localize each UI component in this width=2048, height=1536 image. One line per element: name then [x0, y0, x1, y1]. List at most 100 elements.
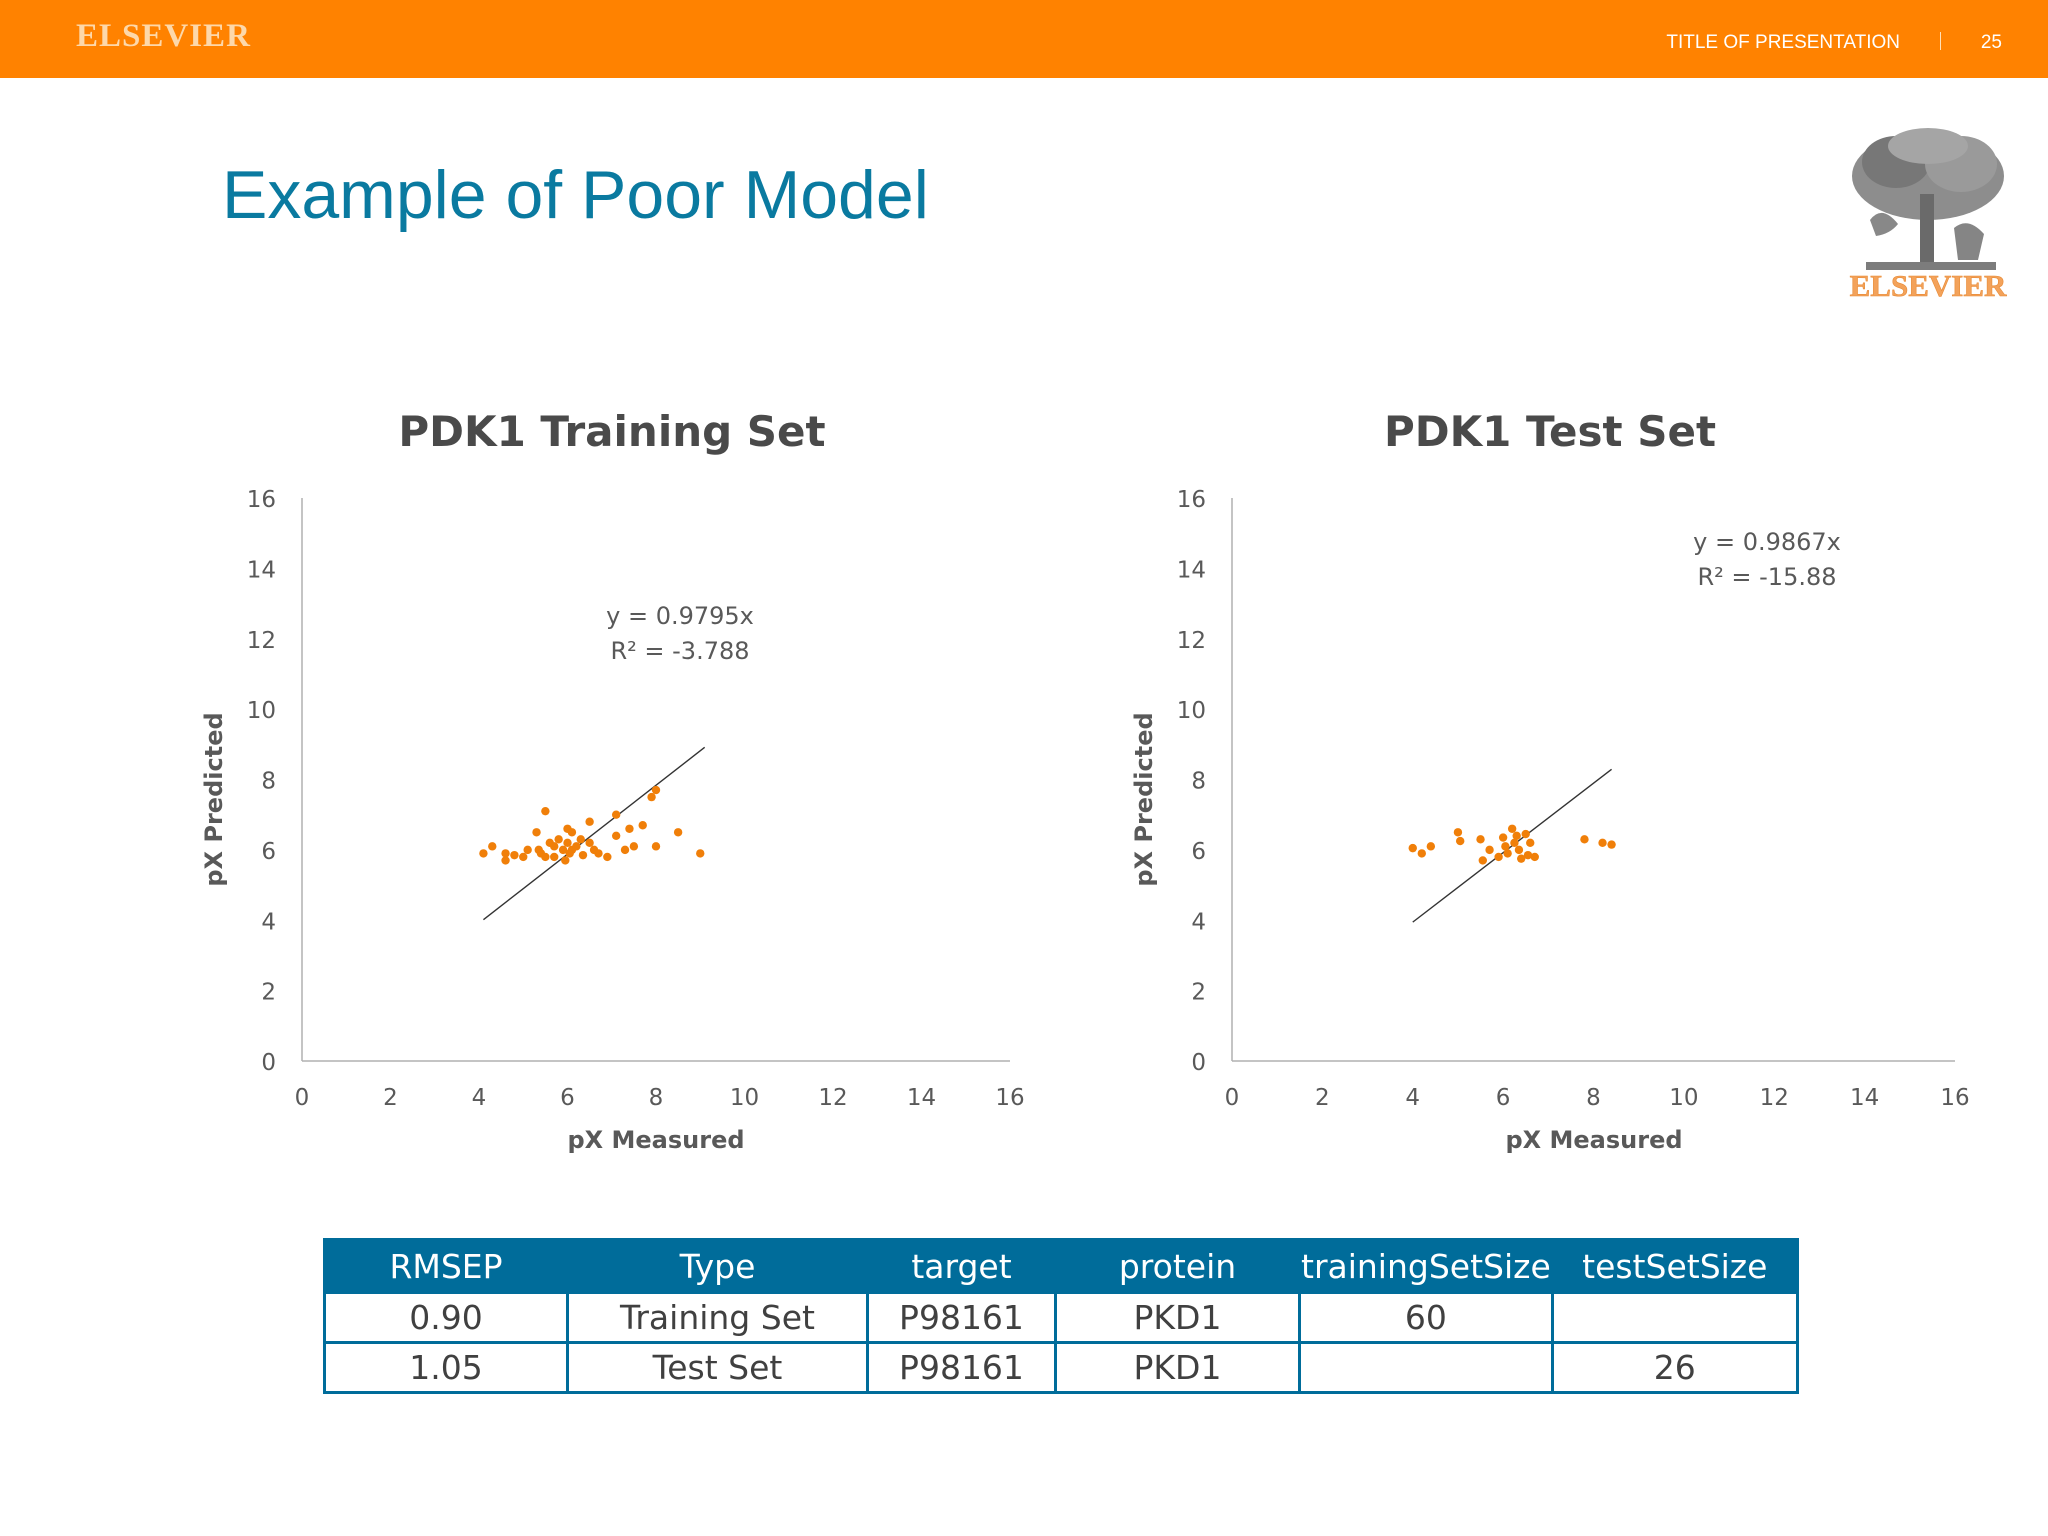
data-point	[1598, 838, 1607, 848]
data-point	[1512, 831, 1521, 840]
data-point	[620, 845, 630, 855]
chart-title: PDK1 Training Set	[398, 407, 825, 456]
y-tick-label: 8	[261, 769, 276, 795]
data-point	[647, 792, 656, 802]
data-point	[1526, 838, 1535, 848]
data-point	[532, 828, 541, 837]
data-point	[1408, 843, 1417, 853]
cell-target: P98161	[866, 1341, 1057, 1394]
logo-text: ELSEVIER	[1850, 268, 2007, 303]
data-point	[1426, 842, 1436, 851]
data-point	[510, 850, 519, 860]
data-point	[1501, 842, 1510, 851]
table-row: 1.05 Test Set P98161 PKD1 26	[323, 1341, 1799, 1394]
data-point	[501, 849, 510, 858]
data-point	[625, 824, 634, 833]
header-divider	[1940, 32, 1941, 50]
brand-logo-text: ELSEVIER	[76, 18, 251, 54]
y-axis-label: pX Predicted	[200, 712, 228, 886]
training-set-chart: PDK1 Training Set 0 2 4 6 8 10 12 14 16 0 2 4 6 8 10 12 1…	[200, 407, 1025, 1154]
data-point	[563, 838, 572, 848]
header-type: Type	[566, 1238, 869, 1294]
charts-area: PDK1 Training Set 0 2 4 6 8 10 12 14 16 0 2 4 6 8 10 12 1…	[200, 407, 1970, 1154]
header-protein: protein	[1054, 1238, 1301, 1294]
data-point	[567, 828, 577, 837]
y-tick-label: 2	[261, 980, 276, 1006]
y-tick-label: 16	[247, 487, 276, 513]
data-point	[1476, 835, 1485, 844]
y-tick-label: 10	[247, 698, 276, 724]
cell-protein: PKD1	[1054, 1291, 1301, 1344]
data-point	[1517, 854, 1526, 863]
header-rmsep: RMSEP	[323, 1238, 569, 1294]
y-tick-label: 14	[1177, 557, 1206, 583]
x-tick-label: 2	[383, 1085, 398, 1111]
model-statistics-table: RMSEP Type target protein trainingSetSiz…	[323, 1238, 1799, 1394]
data-point	[523, 845, 532, 855]
data-point	[1478, 856, 1487, 865]
trendline	[482, 746, 706, 921]
x-tick-label: 2	[1315, 1085, 1330, 1111]
cell-protein: PKD1	[1054, 1341, 1301, 1394]
cell-training-set-size: 60	[1298, 1291, 1554, 1344]
data-point	[594, 849, 603, 858]
trendline-annotation: R² = -15.88	[1697, 563, 1836, 591]
data-point	[554, 835, 563, 844]
y-tick-label: 0	[1191, 1050, 1206, 1076]
data-point	[1453, 828, 1463, 837]
y-tick-label: 8	[1191, 769, 1206, 795]
data-point	[558, 845, 568, 855]
data-point	[541, 806, 550, 816]
x-tick-label: 16	[995, 1085, 1024, 1111]
y-tick-label: 16	[1177, 487, 1206, 513]
chart-title: PDK1 Test Set	[1384, 407, 1716, 456]
cell-type: Training Set	[566, 1291, 869, 1344]
y-axis-label: pX Predicted	[1130, 712, 1158, 886]
y-tick-label: 0	[261, 1050, 276, 1076]
data-point	[1498, 833, 1508, 842]
cell-rmsep: 0.90	[323, 1291, 569, 1344]
x-tick-label: 8	[1586, 1085, 1601, 1111]
data-point	[1530, 852, 1539, 862]
page-number: 25	[1980, 32, 2002, 53]
data-point	[1607, 840, 1616, 849]
x-tick-label: 6	[560, 1085, 575, 1111]
trendline-annotation: R² = -3.788	[610, 637, 749, 665]
trendline-annotation: y = 0.9867x	[1693, 528, 1841, 556]
data-point	[1523, 850, 1533, 860]
data-point	[1485, 845, 1494, 855]
data-point	[1494, 852, 1503, 862]
data-point	[572, 842, 581, 851]
y-tick-label: 14	[247, 557, 276, 583]
table-header-row: RMSEP Type target protein trainingSetSiz…	[323, 1238, 1799, 1294]
x-tick-label: 12	[818, 1085, 847, 1111]
presentation-title: TITLE OF PRESENTATION	[1666, 32, 1900, 53]
x-tick-label: 12	[1760, 1085, 1789, 1111]
y-tick-label: 4	[1191, 909, 1206, 935]
y-tick-label: 6	[1191, 839, 1206, 865]
data-point	[1417, 849, 1426, 858]
data-point	[651, 785, 661, 795]
data-point	[611, 810, 621, 819]
y-tick-label: 12	[1177, 628, 1206, 654]
data-point	[519, 852, 528, 862]
x-tick-label: 6	[1496, 1085, 1511, 1111]
cell-test-set-size: 26	[1550, 1341, 1799, 1394]
data-point	[1514, 845, 1524, 855]
data-point	[629, 842, 639, 851]
data-point	[1455, 836, 1465, 846]
trendline-annotation: y = 0.9795x	[606, 602, 754, 630]
cell-target: P98161	[866, 1291, 1057, 1344]
y-tick-label: 10	[1177, 698, 1206, 724]
table-row: 0.90 Training Set P98161 PKD1 60	[323, 1291, 1799, 1344]
data-point	[479, 849, 488, 858]
elsevier-tree-logo-icon: ELSEVIER	[1846, 124, 2010, 306]
header-training-set-size: trainingSetSize	[1298, 1238, 1554, 1294]
cell-training-set-size	[1298, 1341, 1554, 1394]
slide-title: Example of Poor Model	[222, 157, 929, 233]
x-tick-label: 0	[1225, 1085, 1240, 1111]
data-point	[1510, 838, 1519, 848]
x-tick-label: 4	[472, 1085, 487, 1111]
y-tick-label: 6	[261, 839, 276, 865]
data-point	[488, 842, 497, 851]
